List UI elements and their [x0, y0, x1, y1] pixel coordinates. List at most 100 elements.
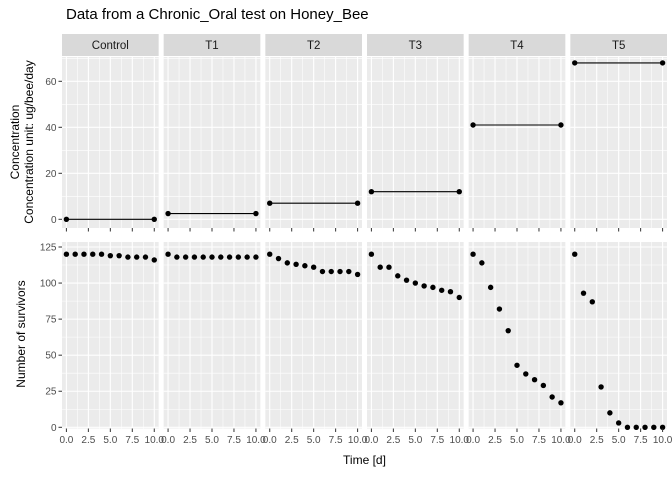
y-axis-tick-label: 75 [45, 315, 57, 326]
y-axis-tick-label: 0 [51, 215, 57, 226]
panel [265, 57, 362, 228]
panel [163, 242, 261, 429]
x-axis-tick-label: 10.0 [450, 435, 470, 446]
data-point [63, 216, 70, 222]
panel [62, 57, 159, 228]
x-axis-tick-label: 5.0 [612, 435, 626, 446]
data-point [540, 382, 547, 389]
x-axis-tick-label: 10.0 [653, 435, 672, 446]
data-point [624, 424, 631, 430]
data-point [368, 189, 375, 195]
x-axis-title: Time [d] [343, 453, 386, 467]
facet-strip [265, 34, 362, 56]
data-point [456, 189, 462, 195]
x-axis-tick-label: 0.0 [59, 435, 73, 446]
data-point [386, 264, 392, 270]
data-point [200, 254, 206, 260]
panel [62, 242, 159, 429]
data-point [72, 251, 78, 257]
data-point [63, 251, 70, 257]
y-axis-tick-label: 25 [45, 387, 57, 398]
data-point [267, 251, 273, 257]
x-axis-tick-label: 0.0 [161, 435, 175, 446]
data-point [81, 251, 87, 257]
y-axis-tick-label: 40 [45, 123, 57, 134]
facet-strip-label: T5 [612, 40, 625, 52]
x-axis-tick-label: 0.0 [466, 435, 480, 446]
data-point [182, 254, 189, 260]
panel [570, 57, 667, 228]
data-point [284, 260, 291, 266]
data-point [607, 410, 613, 416]
data-point [479, 260, 485, 266]
data-point [218, 254, 224, 260]
data-point [151, 257, 157, 263]
data-point [470, 122, 476, 128]
data-point [107, 252, 114, 259]
data-point [125, 254, 131, 260]
data-point [487, 284, 494, 291]
data-point [337, 268, 343, 275]
data-point [310, 264, 317, 270]
data-point [642, 424, 648, 430]
data-point [421, 283, 427, 289]
x-axis-tick-label: 5.0 [408, 435, 422, 446]
panel [367, 57, 464, 228]
x-axis-tick-label: 5.0 [205, 435, 219, 446]
data-point [377, 264, 383, 270]
data-point [267, 200, 273, 206]
data-point [403, 277, 410, 283]
data-point [505, 327, 511, 334]
panel [163, 57, 261, 228]
y-axis-tick-label: 0 [51, 423, 57, 434]
facet-strip-label: Control [92, 40, 129, 52]
y-axis-tick-label: 50 [45, 351, 57, 362]
data-point [354, 200, 361, 206]
data-point [531, 377, 538, 383]
x-axis-tick-label: 10.0 [246, 435, 266, 446]
data-point [174, 254, 180, 260]
data-point [523, 371, 529, 377]
x-axis-tick-label: 2.5 [81, 435, 95, 446]
data-point [90, 251, 96, 257]
data-point [328, 268, 334, 275]
data-point [615, 420, 622, 426]
panel [570, 242, 667, 430]
y-axis-tick-label: 20 [45, 169, 57, 180]
data-point [209, 254, 215, 260]
data-point [235, 254, 242, 260]
data-point [133, 254, 140, 260]
facet-strip [367, 34, 464, 56]
data-point [549, 394, 555, 400]
data-point [293, 261, 299, 268]
y-axis-tick-label: 60 [45, 77, 57, 88]
x-axis-tick-label: 2.5 [386, 435, 400, 446]
panel [468, 57, 566, 228]
x-axis-tick-label: 10.0 [348, 435, 368, 446]
x-axis-tick-label: 0.0 [364, 435, 378, 446]
data-point [572, 251, 578, 257]
data-point [165, 251, 171, 257]
panel [468, 242, 566, 429]
x-axis-tick-label: 7.5 [227, 435, 241, 446]
x-axis-tick-label: 2.5 [590, 435, 604, 446]
data-point [191, 254, 198, 260]
data-point [496, 306, 503, 312]
facet-strip [163, 34, 261, 56]
data-point [275, 255, 282, 262]
data-point [412, 280, 419, 286]
data-point [558, 122, 564, 128]
data-point [165, 210, 171, 217]
data-point [572, 60, 578, 66]
data-point [470, 251, 476, 257]
x-axis-tick-label: 10.0 [145, 435, 165, 446]
data-point [244, 254, 250, 260]
facet-strip [570, 34, 667, 56]
x-axis-tick-label: 0.0 [568, 435, 582, 446]
data-point [651, 424, 657, 430]
data-point [456, 294, 462, 301]
x-axis-tick-label: 2.5 [285, 435, 299, 446]
data-point [368, 251, 375, 257]
x-axis-tick-label: 2.5 [488, 435, 502, 446]
